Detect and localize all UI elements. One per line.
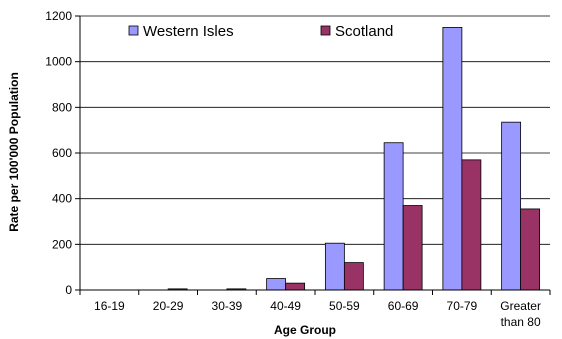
bars xyxy=(167,27,541,291)
legend-label-scotland: Scotland xyxy=(335,23,393,40)
y-tick-label: 800 xyxy=(52,100,72,114)
y-tick-label: 1000 xyxy=(45,55,72,69)
x-tick-label: 70-79 xyxy=(447,299,478,313)
bar-scotland xyxy=(520,208,541,291)
bar-scotland xyxy=(343,262,364,291)
legend-label-western-isles: Western Isles xyxy=(143,23,234,40)
y-tick-label: 400 xyxy=(52,192,72,206)
legend: Western Isles Scotland xyxy=(128,23,393,40)
bar-western-isles xyxy=(442,27,463,291)
x-tick-label: 50-59 xyxy=(329,299,360,313)
bar-western-isles xyxy=(324,242,345,291)
bar-western-isles xyxy=(266,278,287,291)
x-tick-label: 16-19 xyxy=(94,299,125,313)
bar-scotland xyxy=(402,205,423,291)
y-tick-label: 600 xyxy=(52,146,72,160)
x-tick-label: Greater xyxy=(500,299,541,313)
legend-swatch-western-isles xyxy=(128,25,139,36)
y-axis-title: Rate per 100'000 Population xyxy=(7,72,21,232)
x-axis-title: Age Group xyxy=(274,323,336,337)
legend-swatch-scotland xyxy=(320,25,331,36)
x-tick-label: 60-69 xyxy=(388,299,419,313)
x-tick-labels: 16-19 20-29 30-39 40-49 50-59 60-69 70-79 Great… xyxy=(94,299,541,329)
x-tick-label: than 80 xyxy=(501,315,541,329)
y-tick-labels: 0 200 400 600 800 1000 1200 xyxy=(45,9,72,297)
y-tick-label: 1200 xyxy=(45,9,72,23)
x-tick-label: 30-39 xyxy=(212,299,243,313)
bar-scotland xyxy=(461,159,482,291)
bar-western-isles xyxy=(383,142,404,291)
y-tick-label: 0 xyxy=(65,283,72,297)
bar-scotland xyxy=(285,282,306,291)
x-tick-label: 20-29 xyxy=(153,299,184,313)
y-tick-label: 200 xyxy=(52,237,72,251)
bar-western-isles xyxy=(501,121,522,291)
axes xyxy=(79,16,551,295)
x-tick-label: 40-49 xyxy=(270,299,301,313)
